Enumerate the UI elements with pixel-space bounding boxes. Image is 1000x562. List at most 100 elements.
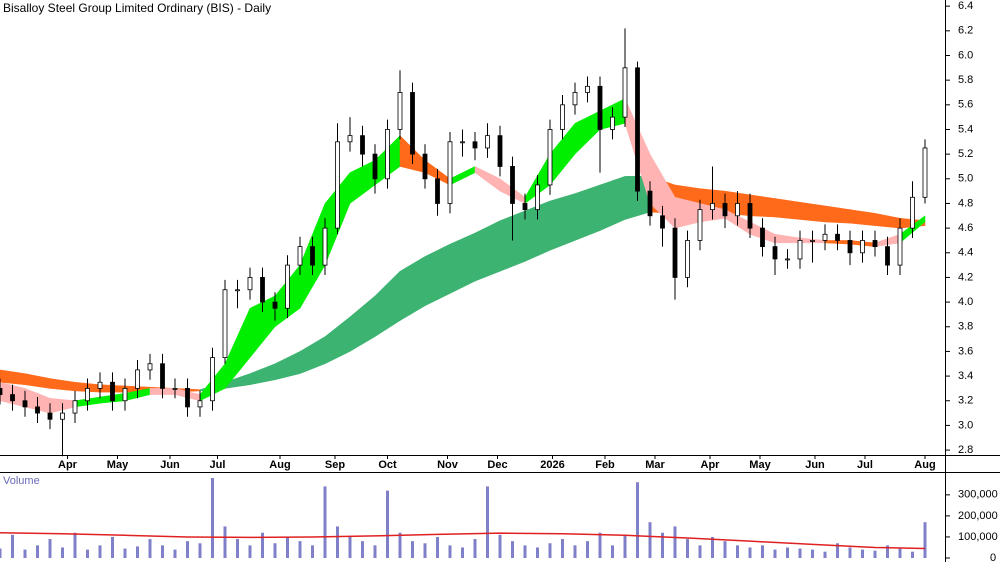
y-tick-label: 2.8 — [958, 444, 973, 456]
x-tick-label: May — [107, 459, 129, 471]
candle-body — [85, 388, 90, 402]
candle-body — [72, 400, 78, 414]
candle-body — [185, 388, 190, 408]
volume-bar — [173, 549, 177, 558]
volume-bar — [286, 536, 289, 558]
volume-bar — [798, 548, 802, 558]
volume-bar — [423, 543, 427, 558]
volume-bar — [373, 545, 377, 558]
volume-bar — [298, 541, 302, 558]
volume-bar — [461, 547, 464, 558]
candle-body — [885, 246, 890, 266]
candle-body — [535, 184, 540, 211]
y-tick-label: 6.4 — [958, 0, 973, 12]
volume-bar — [898, 547, 902, 558]
volume-bar — [111, 536, 114, 558]
candle-body — [872, 240, 878, 248]
candle-body — [260, 277, 265, 303]
candle-body — [285, 264, 290, 309]
candle-body — [360, 135, 365, 155]
y-tick-label: 6.0 — [958, 49, 973, 61]
volume-bar — [323, 486, 327, 558]
volume-bar — [161, 545, 164, 558]
ribbon-segment — [749, 194, 776, 218]
candle-body — [247, 277, 253, 291]
y-tick-label: 3.4 — [958, 370, 973, 382]
volume-bar — [273, 543, 277, 558]
y-tick-label: 4.6 — [958, 222, 973, 234]
volume-bar — [598, 532, 602, 558]
candle-body — [822, 233, 828, 241]
candle-body — [772, 246, 778, 260]
volume-bar — [636, 482, 639, 558]
candle-body — [860, 240, 865, 254]
x-tick-label: Apr — [58, 459, 78, 471]
candle-body — [222, 289, 228, 358]
candle-body — [722, 203, 728, 217]
candle-body — [760, 227, 765, 248]
candle-body — [10, 394, 15, 402]
candle-body — [35, 406, 40, 414]
candle-body — [322, 227, 328, 266]
y-tick-label: 6.2 — [958, 25, 973, 37]
volume-bar — [748, 547, 752, 558]
candle-body — [510, 166, 515, 204]
ribbon-segment — [574, 184, 601, 241]
candle-body — [522, 203, 528, 211]
volume-bar — [0, 548, 2, 558]
volume-bar — [573, 545, 577, 558]
volume-bar — [611, 545, 614, 558]
candle-body — [685, 240, 690, 278]
x-tick-label: Mar — [645, 459, 665, 471]
candle-body — [422, 153, 428, 180]
candle-body — [135, 369, 140, 389]
candle-body — [922, 147, 928, 198]
y-tick-label: 4.8 — [958, 197, 973, 209]
candle-body — [735, 203, 740, 217]
volume-bar — [761, 545, 764, 558]
candle-body — [647, 190, 653, 217]
y-tick-label: 3.6 — [958, 345, 973, 357]
volume-bar — [711, 536, 714, 558]
candle-body — [660, 215, 665, 229]
volume-bar — [448, 545, 452, 558]
y-tick-label: 5.2 — [958, 148, 973, 160]
x-tick-label: 2026 — [540, 459, 564, 471]
chart-title: Bisalloy Steel Group Limited Ordinary (B… — [3, 1, 271, 15]
candle-body — [97, 381, 103, 389]
volume-average — [0, 531, 926, 550]
candle-body — [847, 240, 853, 254]
volume-bar — [61, 547, 64, 558]
volume-bar — [386, 490, 389, 558]
volume-bar — [673, 526, 677, 558]
y-tick-label: 5.0 — [958, 173, 973, 185]
ribbon-segment — [799, 201, 826, 223]
x-tick-label: Oct — [378, 459, 397, 471]
volume-bar — [498, 534, 502, 558]
volume-bar — [98, 545, 102, 558]
candle-body — [397, 92, 403, 130]
x-tick-label: Aug — [269, 459, 290, 471]
candle-body — [435, 178, 440, 204]
x-tick-label: Jun — [805, 459, 825, 471]
volume-title: Volume — [3, 475, 40, 487]
candle-body — [297, 246, 303, 266]
ribbon-segment — [774, 198, 801, 220]
x-tick-label: Nov — [437, 459, 459, 471]
y-tick-label: 300,000 — [958, 489, 998, 501]
candle-body — [597, 85, 603, 130]
volume-bar — [148, 539, 152, 558]
candle-body — [410, 92, 415, 155]
volume-bar — [73, 532, 77, 558]
volume-bar — [411, 541, 414, 558]
candle-body — [147, 363, 153, 371]
candle-body — [897, 227, 903, 266]
volume-bar — [736, 545, 739, 558]
volume-bar — [786, 547, 789, 558]
volume-bar — [548, 543, 552, 558]
candle-body — [635, 67, 640, 192]
candle-body — [172, 388, 178, 390]
candle-body — [160, 363, 165, 389]
candle-body — [0, 388, 3, 395]
